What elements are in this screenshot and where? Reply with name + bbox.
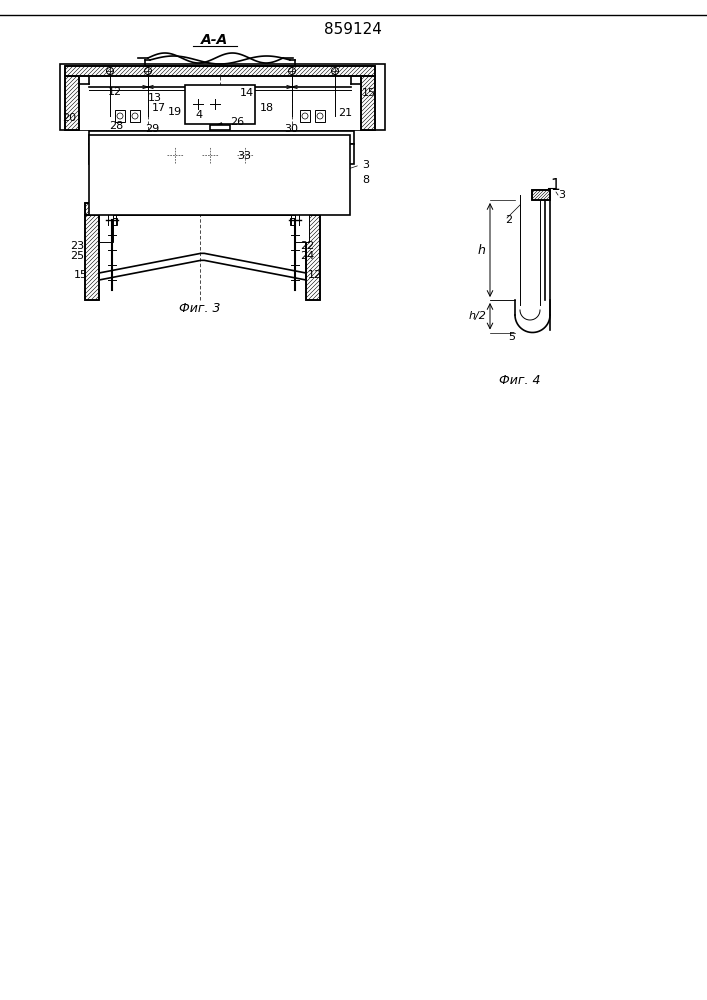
Bar: [65, 76, 79, 130]
Text: 23: 23: [70, 241, 84, 251]
Text: 12: 12: [308, 270, 322, 280]
Bar: [290, 218, 300, 225]
Text: Фиг. 3: Фиг. 3: [180, 302, 221, 314]
Text: 4: 4: [195, 110, 202, 120]
Bar: [185, 85, 255, 124]
Text: 19: 19: [168, 107, 182, 117]
Bar: [85, 203, 320, 215]
Bar: [60, 64, 385, 130]
Bar: [99, 212, 113, 242]
Text: 8: 8: [362, 175, 369, 185]
Bar: [361, 76, 375, 130]
Text: 5: 5: [508, 332, 515, 342]
Bar: [79, 76, 361, 130]
Text: 26: 26: [230, 117, 244, 127]
Text: 15: 15: [74, 270, 88, 280]
Bar: [65, 66, 375, 76]
Bar: [115, 110, 125, 122]
Bar: [210, 125, 230, 130]
Text: 12: 12: [108, 87, 122, 97]
Text: 2: 2: [505, 215, 512, 225]
Bar: [306, 215, 320, 300]
Bar: [89, 135, 350, 215]
Text: 14: 14: [240, 88, 254, 98]
Text: 22: 22: [300, 241, 314, 251]
Bar: [85, 215, 99, 300]
Text: Б-Б: Б-Б: [187, 178, 214, 192]
Text: 3: 3: [558, 190, 565, 200]
Text: 13: 13: [148, 93, 162, 103]
Bar: [85, 203, 320, 215]
Text: 25: 25: [70, 251, 84, 261]
Text: 24: 24: [300, 251, 314, 261]
Bar: [65, 76, 79, 130]
Text: 20: 20: [62, 113, 76, 123]
Bar: [102, 210, 122, 215]
Text: 18: 18: [260, 103, 274, 113]
Text: 33: 33: [237, 151, 251, 161]
Text: 17: 17: [152, 103, 166, 113]
Text: 28: 28: [109, 121, 123, 131]
Text: h/2: h/2: [469, 311, 487, 321]
Bar: [89, 131, 354, 144]
Bar: [532, 190, 550, 200]
Text: 15: 15: [362, 88, 376, 98]
Text: 3: 3: [362, 160, 369, 170]
Bar: [300, 110, 310, 122]
Bar: [107, 218, 117, 225]
Bar: [532, 190, 550, 200]
Bar: [285, 210, 305, 215]
Bar: [315, 110, 325, 122]
Text: A-A: A-A: [201, 33, 228, 47]
Bar: [89, 144, 354, 164]
Text: 1: 1: [550, 178, 560, 192]
Text: Фиг. 2: Фиг. 2: [194, 135, 235, 148]
Text: 30: 30: [284, 124, 298, 134]
Text: Фиг. 4: Фиг. 4: [499, 373, 541, 386]
Text: 859124: 859124: [324, 22, 382, 37]
Text: 21: 21: [338, 108, 352, 118]
Bar: [130, 110, 140, 122]
Bar: [306, 215, 320, 300]
Bar: [65, 66, 375, 76]
Text: h: h: [478, 243, 486, 256]
Bar: [85, 215, 99, 300]
Bar: [361, 76, 375, 130]
Text: 29: 29: [145, 124, 159, 134]
Bar: [295, 212, 309, 242]
